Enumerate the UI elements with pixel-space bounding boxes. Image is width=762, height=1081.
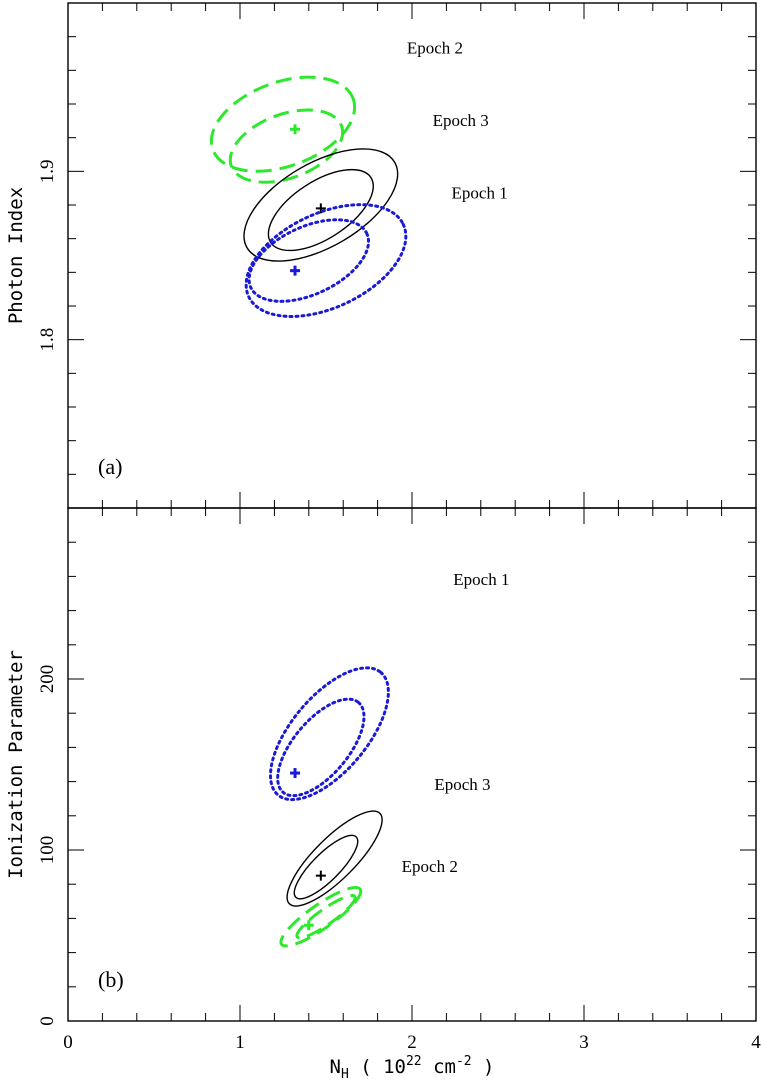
- panel-b: 0 100 200 0 1 2 3 4 Ionization Parameter (b) Epoch…: [5, 507, 761, 1053]
- plot-frame: [67, 2, 757, 509]
- epoch-label: Epoch 1: [453, 570, 509, 589]
- epoch-label: Epoch 3: [433, 111, 489, 130]
- y-tick-label: 200: [37, 665, 58, 694]
- x-axis-title-sub: H: [341, 1067, 349, 1081]
- x-axis-title: NH ( 1022 cm-2 ): [329, 1054, 494, 1081]
- epoch-label: Epoch 3: [434, 775, 490, 794]
- x-axis-title-main: N: [329, 1056, 340, 1078]
- contour-epoch-1-inner: [276, 697, 366, 798]
- y-tick-label: 0: [37, 1016, 58, 1026]
- y-tick-label: 1.9: [37, 159, 58, 183]
- contour-epoch-2-inner: [295, 894, 357, 940]
- y-tick-label: 100: [37, 836, 58, 865]
- plot-frame: [67, 507, 757, 1022]
- y-tick-label: 1.8: [37, 328, 58, 352]
- x-axis-title-exp: 22: [406, 1054, 422, 1069]
- epoch-label: Epoch 2: [402, 857, 458, 876]
- x-tick-label: 2: [407, 1032, 417, 1053]
- contour-epoch-1-outer: [244, 203, 408, 318]
- contour-epoch-2-outer: [209, 75, 357, 173]
- x-tick-label: 0: [63, 1032, 73, 1053]
- x-tick-label: 4: [751, 1032, 761, 1053]
- contour-epoch-2-inner: [228, 108, 345, 184]
- contour-epoch-3-outer: [286, 810, 383, 907]
- epoch-label: Epoch 2: [407, 39, 463, 58]
- panel-label: (a): [98, 454, 122, 479]
- y-axis-title: Photon Index: [5, 187, 27, 324]
- panel-label: (b): [98, 967, 124, 992]
- contour-epoch-3-inner: [293, 834, 359, 900]
- contour-epoch-3-outer: [243, 148, 399, 262]
- x-axis-title-close: ): [472, 1056, 495, 1078]
- x-tick-label: 1: [235, 1032, 245, 1053]
- contour-epoch-3-inner: [267, 168, 374, 252]
- y-axis-title: Ionization Parameter: [5, 650, 27, 879]
- contour-epoch-1-outer: [269, 666, 390, 802]
- x-axis-title-unit-exp: -2: [456, 1054, 472, 1069]
- x-axis-title-part: ( 10: [349, 1056, 406, 1078]
- contour-epoch-1-inner: [247, 218, 371, 303]
- contour-epoch-2-outer: [279, 885, 363, 948]
- x-tick-label: 3: [579, 1032, 589, 1053]
- panel-a: 1.8 1.9 Photon Index (a) Epoch 2 Epoch 3 Epoch…: [5, 2, 757, 509]
- epoch-label: Epoch 1: [452, 183, 508, 202]
- x-axis-title-unit: cm: [422, 1056, 456, 1078]
